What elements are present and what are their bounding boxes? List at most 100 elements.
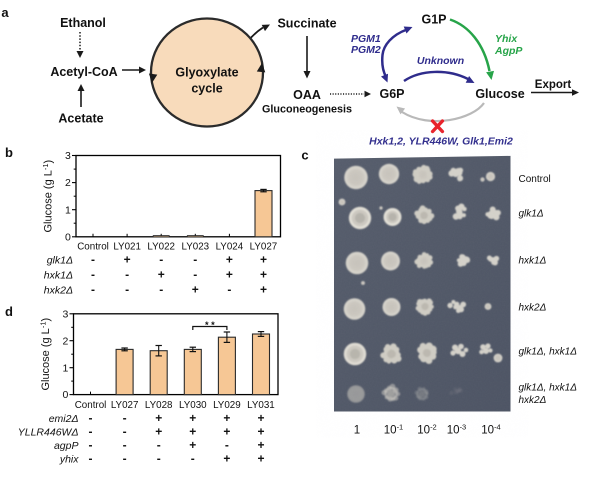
svg-text:+: + [260,253,267,267]
svg-text:+: + [260,283,267,297]
svg-text:Glyoxylate: Glyoxylate [175,66,238,80]
svg-text:-: - [91,283,95,297]
svg-text:1: 1 [62,362,68,374]
svg-text:hxk2Δ: hxk2Δ [44,285,73,297]
svg-text:-: - [157,452,161,466]
svg-text:-: - [91,268,95,282]
svg-text:Control: Control [75,400,107,411]
svg-text:+: + [155,411,162,425]
svg-text:agpP: agpP [54,440,79,452]
svg-text:+: + [124,253,131,267]
svg-text:+: + [223,411,230,425]
svg-text:Control: Control [77,242,109,253]
svg-text:+: + [257,452,264,466]
svg-text:hxk2Δ: hxk2Δ [519,303,547,314]
svg-text:LY030: LY030 [179,400,207,411]
svg-text:Glucose (g L-1): Glucose (g L-1) [41,160,55,233]
svg-text:3: 3 [65,150,71,162]
svg-text:LY023: LY023 [181,242,209,253]
svg-text:0: 0 [62,389,68,401]
svg-text:Hxk1,2, YLR446W, Glk1,Emi2: Hxk1,2, YLR446W, Glk1,Emi2 [369,136,513,148]
svg-text:2: 2 [65,177,71,189]
svg-text:-: - [191,452,195,466]
svg-text:2: 2 [62,335,68,347]
svg-text:+: + [192,283,199,297]
svg-text:Glucose: Glucose [475,87,524,101]
svg-text:glk1Δ, hxk1Δ: glk1Δ, hxk1Δ [519,347,578,358]
svg-text:-: - [193,253,197,267]
svg-text:-: - [123,411,127,425]
svg-text:+: + [189,411,196,425]
svg-text:-: - [89,411,93,425]
svg-text:-: - [227,283,231,297]
svg-text:+: + [257,411,264,425]
svg-text:LY027: LY027 [250,242,278,253]
svg-text:OAA: OAA [293,88,321,102]
svg-text:G6P: G6P [379,87,404,101]
svg-text:PGM1: PGM1 [351,33,381,45]
svg-text:+: + [155,425,162,439]
svg-text:hxk1Δ: hxk1Δ [44,270,73,282]
svg-text:+: + [223,452,230,466]
svg-text:-: - [125,283,129,297]
svg-text:hxk2Δ: hxk2Δ [519,395,547,406]
svg-text:cycle: cycle [191,82,222,96]
svg-text:-: - [225,438,229,452]
svg-text:LY022: LY022 [147,242,175,253]
svg-text:+: + [189,425,196,439]
svg-text:+: + [257,425,264,439]
svg-text:AgpP: AgpP [494,45,523,57]
svg-text:Export: Export [535,79,572,91]
svg-text:glk1Δ: glk1Δ [519,209,544,220]
svg-text:LY028: LY028 [145,400,173,411]
svg-text:Unknown: Unknown [417,55,464,67]
svg-text:-: - [159,253,163,267]
svg-text:YLLR446WΔ: YLLR446WΔ [18,427,79,439]
svg-text:PGM2: PGM2 [351,44,381,56]
svg-text:10-1: 10-1 [384,423,403,437]
svg-text:b: b [5,145,13,160]
svg-text:+: + [260,268,267,282]
svg-text:10-4: 10-4 [481,423,500,437]
svg-text:LY024: LY024 [216,242,244,253]
svg-text:glk1Δ, hxk1Δ: glk1Δ, hxk1Δ [519,383,578,394]
svg-text:LY031: LY031 [247,400,275,411]
svg-text:G1P: G1P [421,13,446,27]
svg-text:* *: * * [205,320,215,330]
svg-text:-: - [159,283,163,297]
svg-text:1: 1 [65,204,71,216]
svg-text:Ethanol: Ethanol [60,16,106,30]
svg-text:Acetyl-CoA: Acetyl-CoA [50,65,117,79]
svg-text:-: - [157,438,161,452]
svg-text:c: c [301,148,308,163]
svg-text:emi2Δ: emi2Δ [49,413,79,425]
svg-text:Succinate: Succinate [277,17,336,31]
svg-text:+: + [158,268,165,282]
svg-text:3: 3 [62,308,68,320]
svg-text:-: - [91,253,95,267]
svg-text:0: 0 [65,231,71,243]
svg-text:-: - [125,268,129,282]
svg-text:-: - [89,425,93,439]
svg-text:+: + [226,253,233,267]
svg-text:yhix: yhix [59,454,79,466]
svg-text:Yhix: Yhix [495,33,518,45]
svg-text:LY029: LY029 [213,400,241,411]
svg-text:Acetate: Acetate [58,112,103,126]
svg-text:-: - [89,438,93,452]
svg-text:-: - [123,452,127,466]
svg-text:-: - [123,425,127,439]
svg-text:+: + [226,268,233,282]
svg-text:d: d [5,304,13,319]
svg-text:+: + [257,438,264,452]
svg-text:-: - [89,452,93,466]
svg-text:+: + [189,438,196,452]
svg-text:Glucose (g L-1): Glucose (g L-1) [39,318,53,391]
svg-text:Control: Control [519,174,551,185]
svg-text:-: - [193,268,197,282]
svg-text:+: + [223,425,230,439]
svg-text:10-2: 10-2 [417,423,436,437]
svg-text:LY027: LY027 [111,400,139,411]
svg-text:-: - [123,438,127,452]
svg-text:a: a [1,5,9,20]
